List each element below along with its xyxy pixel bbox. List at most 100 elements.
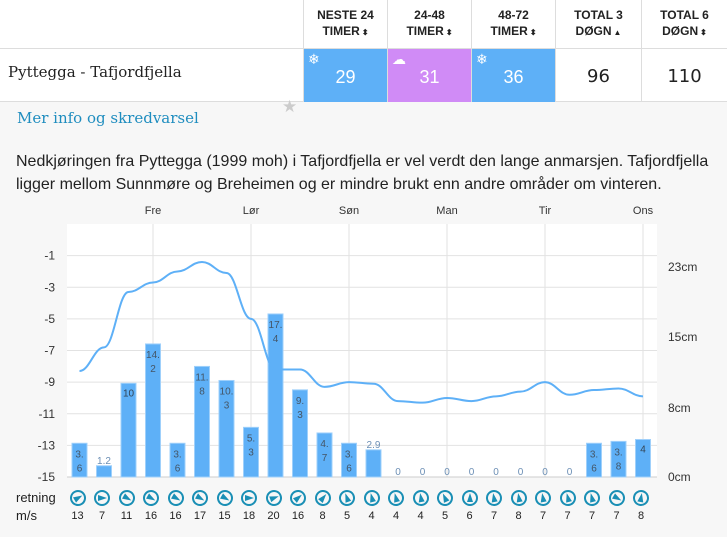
wind-column: 7 <box>580 488 604 522</box>
description: Nedkjøringen fra Pyttegga (1999 moh) i T… <box>16 153 709 193</box>
wind-direction-icon <box>115 487 138 509</box>
wind-column: 8 <box>311 486 335 522</box>
snow-bar[interactable] <box>243 426 259 478</box>
bar-label: 0 <box>493 467 499 478</box>
snow-bar[interactable] <box>292 389 308 478</box>
header-line1: TOTAL 6 <box>660 8 709 22</box>
wind-speed: 16 <box>169 510 182 522</box>
sort-icon[interactable]: ⬍ <box>445 28 453 37</box>
header-line2: TIMER <box>406 24 444 38</box>
header-line2: TIMER <box>490 24 528 38</box>
wind-column: 4 <box>360 488 384 522</box>
value-cell-2: ❄ 36 <box>471 49 555 102</box>
wind-column: 17 <box>188 487 212 522</box>
value-cell-1: ☁ 31 <box>387 49 471 102</box>
bar-label: 0 <box>469 467 475 478</box>
value-cell-0: ❄ 29 <box>303 49 387 102</box>
snow-bar[interactable] <box>169 442 186 478</box>
wind-speed: 7 <box>98 510 106 522</box>
wind-speed-label: m/s <box>16 508 37 523</box>
bar-label: 8 <box>616 461 622 472</box>
wind-column: 7 <box>531 488 555 522</box>
left-tick-label: -5 <box>44 312 55 326</box>
bar-label: 3. <box>614 447 622 458</box>
snow-bar[interactable] <box>365 449 382 478</box>
bar-label: 6 <box>175 463 181 474</box>
bar-label: 6 <box>77 463 83 474</box>
snow-bar[interactable] <box>96 465 112 478</box>
wind-direction-icon <box>582 488 602 508</box>
left-tick-label: -13 <box>38 438 56 452</box>
day-label: Ons <box>633 205 654 217</box>
wind-direction-icon <box>386 488 406 508</box>
sort-icon[interactable]: ⬍ <box>529 28 537 37</box>
snow-bar[interactable] <box>218 379 235 478</box>
wind-column: 16 <box>286 486 310 522</box>
wind-column: 15 <box>213 487 237 522</box>
wind-direction-icon <box>557 488 578 508</box>
day-label: Lør <box>243 205 260 217</box>
wind-row: retning m/s 13 7 11 16 16 17 15 18 20 16 8 5 4 4 4 5 6 7 8… <box>0 486 727 528</box>
wind-speed: 20 <box>267 510 280 522</box>
snow-bar[interactable] <box>145 343 161 478</box>
bar-label: 3 <box>224 400 230 411</box>
right-tick-label: 8cm <box>668 401 691 415</box>
snow-bar[interactable] <box>341 442 357 478</box>
wind-column: 4 <box>384 488 408 522</box>
wind-direction-label: retning <box>16 490 56 505</box>
left-tick-label: -1 <box>44 249 55 263</box>
wind-direction-icon <box>461 490 478 506</box>
wind-column: 6 <box>458 488 482 522</box>
header-line1: NESTE 24 <box>317 8 374 22</box>
column-header-0[interactable]: NESTE 24 TIMER ⬍ <box>303 0 387 48</box>
wind-column: 8 <box>507 488 531 522</box>
bar-label: 4 <box>640 445 646 456</box>
snow-bar[interactable] <box>71 442 88 478</box>
snow-bar[interactable] <box>120 382 137 478</box>
bar-label: 1.2 <box>97 456 111 467</box>
wind-column: 8 <box>629 488 653 522</box>
wind-speed: 4 <box>368 510 375 522</box>
bar-label: 8 <box>199 386 205 397</box>
wind-speed: 7 <box>539 510 547 522</box>
wind-speed: 8 <box>637 510 645 522</box>
wind-direction-icon <box>411 488 430 508</box>
snow-bar[interactable] <box>267 313 284 478</box>
location-name[interactable]: Pyttegga - Tafjordfjella <box>8 63 182 81</box>
snow-bar[interactable] <box>316 432 333 478</box>
location-row[interactable]: Pyttegga - Tafjordfjella ★ ❄ 29 ☁ 31 ❄ 36 96 11… <box>0 48 727 117</box>
bar-label: 2.9 <box>367 440 381 451</box>
sort-icon[interactable]: ▲ <box>613 28 622 37</box>
column-header-4[interactable]: TOTAL 6 DØGN ⬍ <box>641 0 727 48</box>
sort-icon[interactable]: ⬍ <box>700 28 707 37</box>
wind-speed: 15 <box>218 510 231 522</box>
wind-direction-icon <box>140 487 162 509</box>
wind-direction-icon <box>164 487 187 509</box>
star-icon[interactable]: ★ <box>282 97 298 117</box>
wind-direction-icon <box>286 486 310 510</box>
column-header-1[interactable]: 24-48 TIMER ⬍ <box>387 0 471 48</box>
wind-direction-icon <box>533 488 553 508</box>
left-tick-label: -9 <box>44 375 55 389</box>
snow-bar[interactable] <box>635 439 651 478</box>
snow-bar[interactable] <box>194 365 210 478</box>
value-cell-4: 110 <box>641 49 727 102</box>
column-header-2[interactable]: 48-72 TIMER ⬍ <box>471 0 555 48</box>
wind-direction-icon <box>189 487 211 509</box>
day-label: Man <box>436 205 457 217</box>
snow-bar[interactable] <box>610 440 627 478</box>
bar-label: 0 <box>567 467 573 478</box>
bar-label: 7 <box>322 453 328 464</box>
day-label: Tir <box>539 205 552 217</box>
sleet-cloud-icon: ☁ <box>392 51 406 67</box>
day-label: Søn <box>339 205 359 217</box>
bar-label: 17. <box>269 320 283 331</box>
snow-bar[interactable] <box>586 442 602 478</box>
column-header-3[interactable]: TOTAL 3 DØGN ▲ <box>555 0 641 48</box>
snow-value: 110 <box>667 66 702 87</box>
bar-label: 5. <box>247 433 255 444</box>
more-info-link[interactable]: Mer info og skredvarsel <box>17 109 199 127</box>
sort-icon[interactable]: ⬍ <box>361 28 369 37</box>
right-tick-label: 23cm <box>668 260 697 274</box>
wind-speed: 6 <box>466 510 473 522</box>
